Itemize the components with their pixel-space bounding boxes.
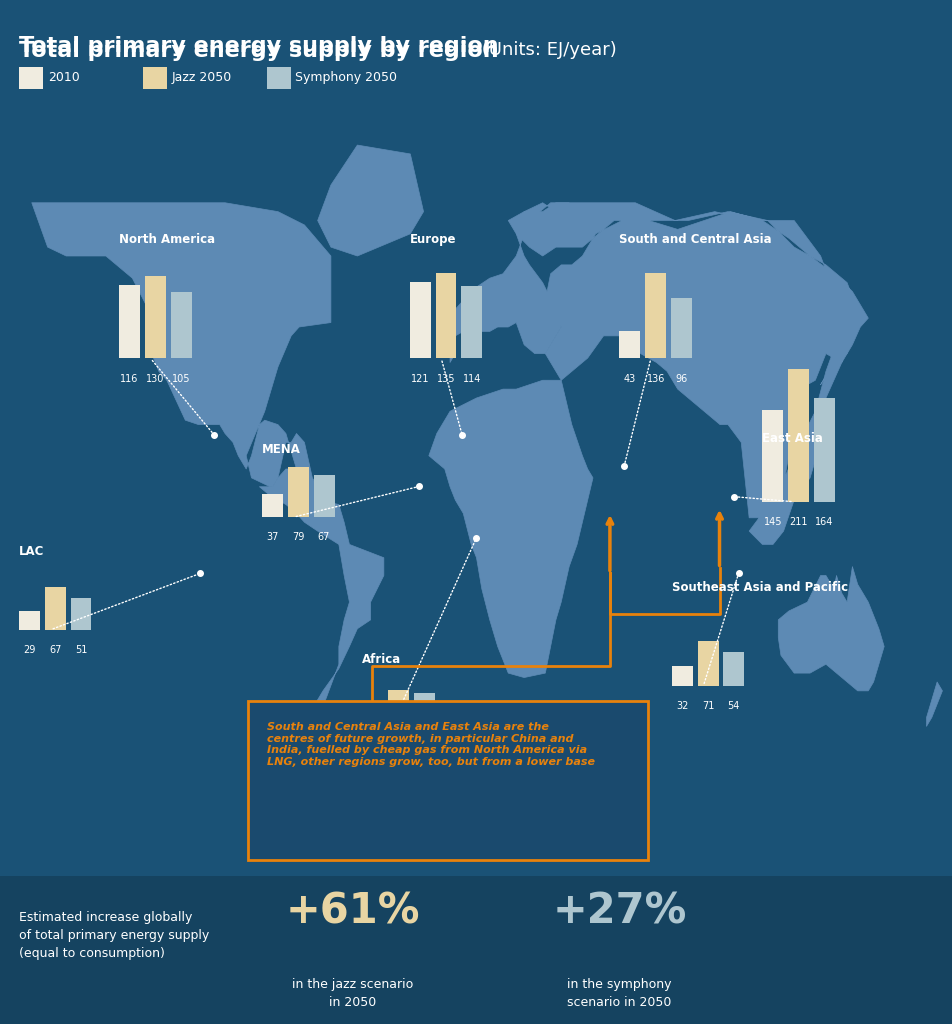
Text: 32: 32 — [676, 701, 687, 712]
FancyBboxPatch shape — [461, 287, 482, 358]
Text: 121: 121 — [410, 374, 429, 384]
FancyBboxPatch shape — [45, 588, 66, 630]
Text: 67: 67 — [50, 645, 61, 655]
FancyBboxPatch shape — [697, 641, 718, 686]
FancyBboxPatch shape — [670, 298, 691, 358]
Text: Southeast Asia and Pacific: Southeast Asia and Pacific — [671, 581, 847, 594]
Text: 29: 29 — [24, 645, 35, 655]
Text: South and Central Asia: South and Central Asia — [619, 232, 771, 246]
Text: South and Central Asia and East Asia are the
centres of future growth, in partic: South and Central Asia and East Asia are… — [267, 722, 594, 767]
Text: 23: 23 — [367, 737, 378, 748]
Text: in the jazz scenario
in 2050: in the jazz scenario in 2050 — [291, 978, 413, 1009]
FancyBboxPatch shape — [19, 611, 40, 630]
Text: 54: 54 — [727, 701, 739, 712]
Text: +27%: +27% — [551, 891, 686, 933]
FancyBboxPatch shape — [313, 475, 334, 517]
Text: Jazz 2050: Jazz 2050 — [171, 72, 231, 84]
Text: in the symphony
scenario in 2050: in the symphony scenario in 2050 — [566, 978, 671, 1009]
FancyBboxPatch shape — [762, 411, 783, 502]
Text: 145: 145 — [763, 517, 782, 527]
Text: Estimated increase globally
of total primary energy supply
(equal to consumption: Estimated increase globally of total pri… — [19, 911, 209, 961]
Text: 67: 67 — [318, 532, 329, 543]
Text: 50: 50 — [392, 737, 404, 748]
FancyBboxPatch shape — [119, 286, 140, 358]
Text: Africa: Africa — [362, 652, 401, 666]
Text: 211: 211 — [788, 517, 807, 527]
Text: Total primary energy supply by region: Total primary energy supply by region — [19, 36, 498, 56]
Text: 51: 51 — [75, 645, 87, 655]
Text: 96: 96 — [675, 374, 686, 384]
Bar — [19, 67, 43, 89]
FancyBboxPatch shape — [262, 494, 283, 517]
Bar — [143, 67, 167, 89]
Text: 2010: 2010 — [48, 72, 79, 84]
FancyBboxPatch shape — [145, 276, 166, 358]
FancyBboxPatch shape — [362, 708, 383, 722]
Bar — [267, 67, 290, 89]
Text: 105: 105 — [171, 374, 190, 384]
FancyBboxPatch shape — [170, 292, 191, 358]
Text: 135: 135 — [436, 374, 455, 384]
Text: 164: 164 — [814, 517, 833, 527]
Text: 116: 116 — [120, 374, 139, 384]
Text: 71: 71 — [702, 701, 713, 712]
Text: 136: 136 — [645, 374, 664, 384]
Text: LAC: LAC — [19, 545, 45, 558]
Text: 37: 37 — [267, 532, 278, 543]
Text: 43: 43 — [624, 374, 635, 384]
Text: MENA: MENA — [262, 442, 301, 456]
Text: +61%: +61% — [285, 891, 420, 933]
FancyBboxPatch shape — [671, 666, 692, 686]
Text: North America: North America — [119, 232, 215, 246]
FancyBboxPatch shape — [248, 701, 647, 860]
FancyBboxPatch shape — [387, 690, 408, 722]
FancyBboxPatch shape — [413, 693, 434, 722]
Text: (Units: EJ/year): (Units: EJ/year) — [476, 41, 617, 59]
FancyBboxPatch shape — [70, 598, 91, 630]
Text: 130: 130 — [146, 374, 165, 384]
Bar — [0, 876, 952, 1024]
Text: East Asia: East Asia — [762, 432, 823, 445]
FancyBboxPatch shape — [409, 282, 430, 358]
Text: 46: 46 — [418, 737, 429, 748]
FancyBboxPatch shape — [619, 332, 640, 358]
Text: 114: 114 — [462, 374, 481, 384]
FancyBboxPatch shape — [723, 652, 744, 686]
Text: Total primary energy supply by region: Total primary energy supply by region — [19, 41, 498, 61]
FancyBboxPatch shape — [787, 369, 808, 502]
FancyBboxPatch shape — [435, 273, 456, 358]
Text: Europe: Europe — [409, 232, 456, 246]
FancyBboxPatch shape — [645, 272, 665, 358]
Text: 79: 79 — [292, 532, 304, 543]
Text: Symphony 2050: Symphony 2050 — [295, 72, 397, 84]
FancyBboxPatch shape — [813, 398, 834, 502]
FancyBboxPatch shape — [288, 467, 308, 517]
